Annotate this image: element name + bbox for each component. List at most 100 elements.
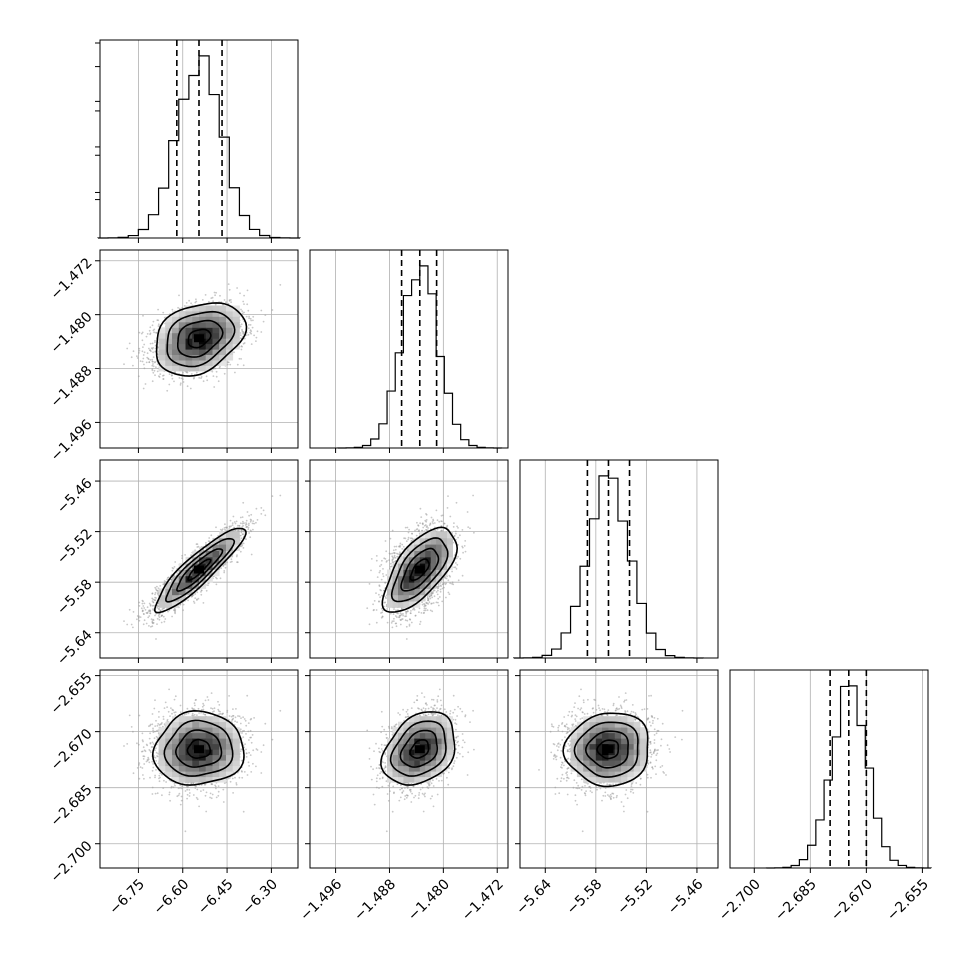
scatter-point	[226, 361, 229, 364]
density-cell	[165, 343, 173, 350]
scatter-point	[148, 329, 151, 332]
scatter-point	[157, 308, 160, 311]
density-cell	[219, 338, 227, 345]
scatter-point	[142, 346, 144, 348]
scatter-point	[144, 609, 147, 611]
scatter-point	[242, 342, 245, 345]
scatter-point	[148, 615, 151, 617]
scatter-point	[143, 363, 145, 366]
contour-line	[155, 302, 248, 377]
scatter-point	[241, 310, 244, 312]
density-cell	[172, 310, 180, 317]
density-cell	[192, 365, 200, 372]
scatter-point	[256, 330, 259, 333]
scatter-point	[200, 376, 203, 378]
histogram-panel-4	[729, 669, 932, 873]
scatter-point	[157, 323, 160, 326]
scatter-point	[168, 383, 171, 386]
scatter-point	[231, 522, 234, 525]
scatter-point	[157, 325, 160, 327]
scatter-point	[143, 602, 146, 605]
scatter-point	[149, 326, 152, 329]
scatter-point	[212, 375, 215, 377]
scatter-point	[230, 558, 233, 561]
scatter-point	[142, 613, 145, 615]
scatter-point	[236, 287, 239, 289]
scatter-point	[264, 314, 267, 316]
scatter-point	[208, 537, 211, 539]
scatter-point	[151, 324, 154, 327]
density-peak	[194, 334, 204, 343]
density-cell	[158, 327, 166, 334]
density-cell	[178, 354, 186, 361]
scatter-point	[162, 311, 165, 314]
scatter-point	[247, 327, 250, 330]
scatter-point	[139, 616, 142, 618]
scatter-point	[238, 357, 241, 360]
scatter-point	[243, 303, 245, 305]
scatter-point	[251, 326, 254, 329]
scatter-point	[123, 620, 125, 622]
scatter-point	[184, 554, 187, 556]
scatter-point	[252, 520, 255, 522]
scatter-point	[199, 547, 201, 549]
histogram-panel-2	[309, 249, 509, 453]
scatter-point	[213, 291, 216, 294]
scatter-point	[271, 309, 274, 311]
scatter-point	[253, 334, 256, 337]
density-cell	[205, 343, 213, 350]
scatter-point	[249, 536, 252, 539]
scatter-point	[148, 347, 150, 350]
scatter-point	[248, 317, 251, 320]
density-cell	[205, 365, 213, 372]
scatter-point	[260, 309, 263, 312]
scatter-point	[221, 529, 223, 532]
scatter-point	[155, 638, 157, 640]
scatter-point	[242, 501, 245, 504]
scatter-point	[187, 599, 190, 602]
scatter-point	[154, 374, 156, 377]
scatter-point	[210, 297, 213, 299]
scatter-point	[228, 528, 231, 530]
scatter-point	[154, 361, 157, 363]
axes-frame	[519, 459, 719, 659]
density-cell	[226, 305, 234, 312]
scatter-point	[156, 607, 159, 609]
scatter-point	[154, 614, 156, 617]
scatter-point	[156, 363, 159, 365]
scatter-point	[146, 352, 149, 355]
density-cell	[199, 360, 207, 366]
density-cell	[178, 338, 186, 345]
scatter-point	[248, 315, 251, 318]
scatter-point	[215, 375, 218, 378]
scatter-point	[150, 625, 152, 628]
histogram-step	[513, 475, 704, 659]
density-cell	[178, 327, 186, 334]
scatter-point	[240, 531, 243, 534]
scatter-point	[260, 331, 263, 333]
scatter-point	[171, 374, 174, 377]
scatter-point	[178, 294, 180, 297]
density-cell	[165, 321, 173, 328]
scatter-point	[243, 294, 246, 297]
density-cell	[185, 327, 193, 334]
density-cell	[172, 338, 180, 345]
density-cell	[232, 332, 240, 339]
scatter-point	[159, 585, 162, 587]
scatter-point	[241, 328, 243, 331]
scatter-point	[248, 532, 251, 534]
scatter-point	[239, 332, 242, 334]
scatter-point	[255, 507, 258, 510]
scatter-point	[194, 301, 197, 304]
scatter-point	[233, 521, 236, 523]
scatter-point	[250, 319, 253, 322]
scatter-point	[142, 623, 145, 626]
axes-frame	[99, 249, 299, 449]
density-cell	[199, 305, 207, 312]
scatter-point	[196, 598, 198, 601]
scatter-point	[142, 605, 145, 607]
scatter-point	[138, 619, 141, 622]
density-cell	[172, 327, 180, 334]
scatter-point	[171, 308, 174, 311]
scatter-point	[182, 378, 184, 380]
